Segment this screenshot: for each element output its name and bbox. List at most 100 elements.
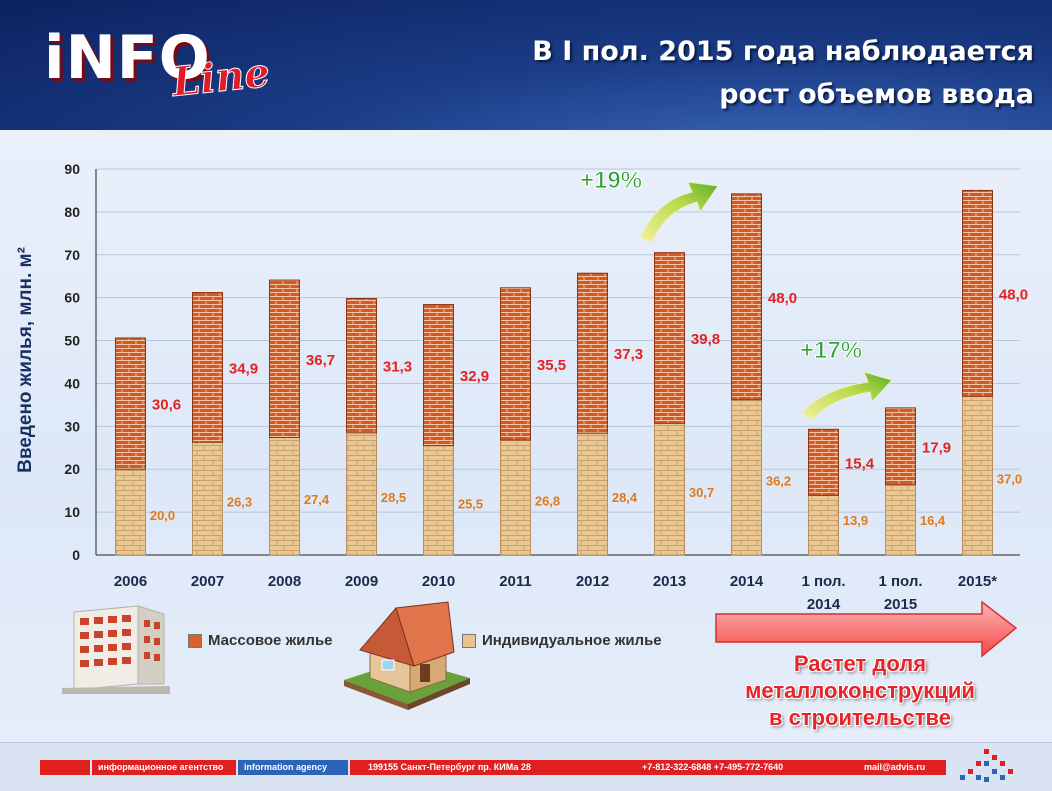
- bar-individual: [346, 432, 377, 556]
- growth-arrow-icon: [639, 181, 719, 243]
- data-label-individual: 28,5: [381, 490, 406, 505]
- data-label-mass: 30,6: [152, 397, 181, 414]
- bar-individual: [808, 494, 839, 556]
- data-label-mass: 37,3: [614, 346, 643, 363]
- bar-individual: [962, 395, 993, 556]
- legend-label-individual: Индивидуальное жилье: [482, 632, 662, 649]
- data-label-individual: 36,2: [766, 473, 791, 488]
- x-tick-label: 2006: [114, 573, 147, 590]
- data-label-mass: 48,0: [768, 290, 797, 307]
- footer-agency-ru: информационное агентство: [92, 760, 236, 775]
- chart-gridlines: [95, 168, 1020, 556]
- infoline-logo: iNFO Line: [44, 26, 314, 106]
- data-label-individual: 26,8: [535, 494, 560, 509]
- data-label-mass: 17,9: [922, 439, 951, 456]
- bar-individual: [731, 399, 762, 556]
- growth-annotation-h1-2015: +17%: [800, 337, 893, 421]
- legend-item-individual: Индивидуальное жилье: [462, 632, 662, 649]
- bar-mass: [500, 287, 531, 441]
- apartment-building-icon: [60, 604, 172, 696]
- data-label-individual: 25,5: [458, 496, 483, 511]
- bar-individual: [269, 436, 300, 556]
- footer-phones: +7-812-322-6848 +7-495-772-7640: [642, 762, 784, 772]
- data-label-individual: 37,0: [997, 472, 1022, 487]
- x-tick-label: 2009: [345, 573, 378, 590]
- note-line-1: Растет доля: [793, 651, 927, 676]
- data-label-mass: 48,0: [999, 286, 1028, 303]
- y-tick-label: 10: [64, 504, 80, 520]
- bar-mass: [654, 252, 685, 424]
- data-label-mass: 35,5: [537, 357, 566, 374]
- x-tick-label: 2014: [807, 596, 841, 613]
- bar-individual: [885, 484, 916, 556]
- x-tick-labels: 2006 2007 2008 2009 2010 2011 2012 2013 2014 1 по…: [114, 573, 997, 613]
- chart-bars: [115, 189, 993, 556]
- footer-address: 199155 Санкт-Петербург пр. КИМа 28: [368, 762, 531, 772]
- bar-individual: [577, 432, 608, 556]
- note-line-2: металлоконструкций: [745, 678, 975, 703]
- data-label-individual: 13,9: [843, 513, 868, 528]
- x-tick-label: 2011: [499, 573, 532, 590]
- x-tick-label: 2007: [191, 573, 224, 590]
- data-label-individual: 20,0: [150, 508, 175, 523]
- footer-red-block: [40, 760, 90, 775]
- legend-swatch-mass: [188, 633, 202, 648]
- legend-swatch-individual: [462, 633, 476, 648]
- data-label-mass: 15,4: [845, 455, 875, 472]
- bar-mass: [269, 279, 300, 438]
- right-arrow-icon: [715, 600, 1018, 658]
- y-tick-label: 70: [64, 247, 80, 263]
- bar-mass: [731, 193, 762, 401]
- data-label-individual: 16,4: [920, 513, 946, 528]
- footer-email: mail@advis.ru: [864, 762, 926, 772]
- title-line-1: В I пол. 2015 года наблюдается: [532, 36, 1034, 67]
- footer-dots-logo-icon: [960, 749, 1013, 782]
- x-tick-label: 2008: [268, 573, 301, 590]
- y-tick-label: 0: [72, 547, 80, 563]
- x-tick-label: 2013: [653, 573, 686, 590]
- metal-structures-note: Растет доля металлоконструкций в строите…: [708, 650, 1012, 731]
- bar-individual: [654, 422, 685, 556]
- y-tick-label: 90: [64, 161, 80, 177]
- x-tick-label: 2014: [730, 573, 764, 590]
- x-tick-label: 2015: [884, 596, 917, 613]
- x-tick-label: 2015*: [958, 573, 997, 590]
- title-line-2: рост объемов ввода: [719, 79, 1034, 110]
- data-label-individual: 26,3: [227, 495, 252, 510]
- bar-mass: [115, 337, 146, 470]
- growth-annotation-2014: +19%: [580, 167, 719, 243]
- note-line-3: в строительстве: [768, 705, 952, 730]
- bar-individual: [423, 445, 454, 556]
- growth-label-17: +17%: [800, 337, 862, 364]
- bar-individual: [500, 439, 531, 556]
- y-tick-label: 30: [64, 418, 80, 434]
- bar-mass: [423, 304, 454, 447]
- stacked-bar-chart: 0 10 20 30 40 50 60 70 80 90 20,0 30,6 26,3 34,9 27,4…: [64, 161, 1028, 613]
- bar-individual: [192, 441, 223, 556]
- data-label-mass: 32,9: [460, 368, 489, 385]
- y-tick-label: 20: [64, 461, 80, 477]
- y-tick-label: 80: [64, 204, 80, 220]
- header: iNFO Line В I пол. 2015 года наблюдается…: [0, 0, 1052, 130]
- y-tick-label: 60: [64, 290, 80, 306]
- growth-label-19: +19%: [580, 167, 642, 194]
- bar-mass: [346, 298, 377, 434]
- legend-item-mass: Массовое жилье: [188, 632, 333, 649]
- bar-mass: [808, 428, 839, 496]
- house-icon: [336, 600, 476, 710]
- x-tick-label: 1 пол.: [801, 573, 845, 590]
- footer-contact-bar: 199155 Санкт-Петербург пр. КИМа 28 +7-81…: [350, 760, 946, 775]
- x-tick-label: 1 пол.: [878, 573, 922, 590]
- y-tick-label: 50: [64, 333, 80, 349]
- x-tick-label: 2012: [576, 573, 609, 590]
- y-tick-label: 40: [64, 375, 80, 391]
- bar-mass: [885, 407, 916, 486]
- growth-arrow-icon: [801, 371, 893, 421]
- bar-individual: [115, 468, 146, 556]
- page-title: В I пол. 2015 года наблюдается рост объе…: [434, 30, 1034, 116]
- data-label-individual: 28,4: [612, 490, 638, 505]
- data-label-individual: 27,4: [304, 492, 330, 507]
- footer: информационное агентство information age…: [0, 742, 1052, 791]
- logo-main-text: iNFO: [44, 23, 211, 93]
- data-labels: 20,0 30,6 26,3 34,9 27,4 36,7 28,5 31,3 25,5 32,9…: [150, 286, 1028, 528]
